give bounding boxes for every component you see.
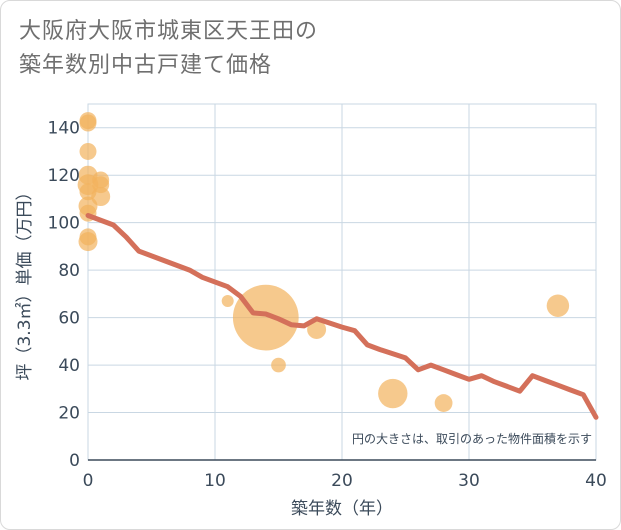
data-bubble <box>271 357 286 373</box>
y-tick-label: 40 <box>58 356 80 376</box>
x-axis-label: 築年数（年） <box>291 499 393 519</box>
data-bubble <box>79 142 97 160</box>
average-price-line <box>85 213 599 420</box>
bubble-size-note: 円の大きさは、取引のあった物件面積を示す <box>352 431 592 446</box>
data-bubble <box>232 284 299 351</box>
title-line-2: 築年数別中古戸建て価格 <box>19 53 273 78</box>
x-tick-label: 30 <box>458 471 480 491</box>
data-bubble <box>546 294 570 317</box>
x-tick-label: 20 <box>331 471 353 491</box>
x-tick-labels: 0 10 20 30 40 <box>83 471 607 491</box>
y-tick-label: 20 <box>58 404 80 424</box>
y-tick-label: 80 <box>58 261 80 281</box>
y-tick-label: 120 <box>48 166 80 186</box>
y-tick-labels: 0 20 40 60 80 100 120 140 <box>48 119 80 471</box>
data-bubble <box>78 232 98 252</box>
data-bubble <box>221 294 234 307</box>
data-bubble <box>434 394 453 412</box>
title-line-1: 大阪府大阪市城東区天王田の <box>19 19 319 44</box>
y-tick-label: 60 <box>58 309 80 329</box>
y-tick-label: 100 <box>48 214 80 234</box>
x-tick-label: 10 <box>204 471 226 491</box>
bubble-series <box>77 112 570 412</box>
y-tick-label: 140 <box>48 119 80 139</box>
y-axis-label: 坪（3.3㎡）単価（万円） <box>15 183 35 380</box>
data-bubble <box>79 114 97 132</box>
chart-title: 大阪府大阪市城東区天王田の 築年数別中古戸建て価格 <box>19 15 579 83</box>
y-tick-label: 0 <box>69 451 80 471</box>
x-tick-label: 40 <box>585 471 607 491</box>
data-bubble <box>307 319 327 339</box>
data-bubble <box>378 378 408 409</box>
data-bubble <box>91 187 111 207</box>
x-tick-label: 0 <box>83 471 94 491</box>
grid-lines <box>87 103 597 461</box>
